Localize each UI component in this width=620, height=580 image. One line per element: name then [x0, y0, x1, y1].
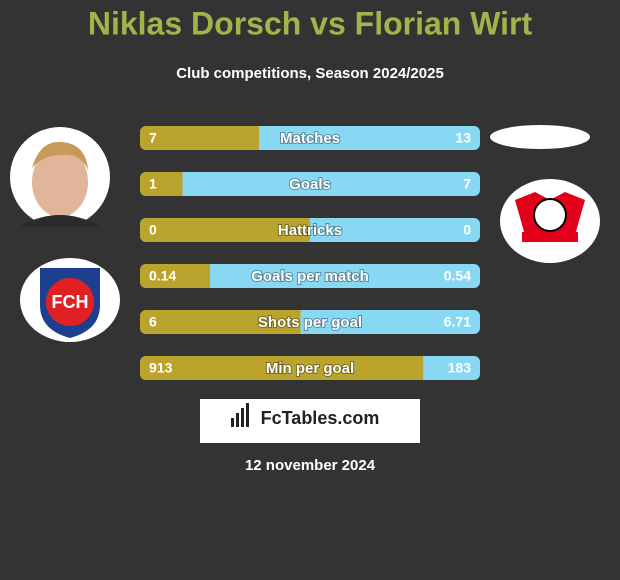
- right-value: 6.71: [444, 314, 471, 330]
- brand: FcTables.com: [261, 408, 380, 428]
- left-value: 913: [149, 360, 173, 376]
- left-value: 0.14: [149, 268, 176, 284]
- date: 12 november 2024: [245, 457, 376, 474]
- right-value: 0.54: [444, 268, 471, 284]
- brand-icon: [231, 403, 249, 427]
- left-value: 0: [149, 222, 157, 238]
- player-photo-left: [10, 127, 110, 227]
- left-value: 7: [149, 130, 157, 146]
- club-logo-right: [500, 179, 600, 263]
- left-value: 1: [149, 176, 157, 192]
- right-value: 183: [448, 360, 472, 376]
- title: Niklas Dorsch vs Florian Wirt: [88, 5, 533, 41]
- stat-label: Min per goal: [266, 360, 354, 377]
- right-value: 13: [455, 130, 471, 146]
- bar-left: [140, 310, 301, 334]
- bar-track: [140, 172, 480, 196]
- stat-rows: 7 Matches 13 1 Goals 7 0 Hattricks 0 0.14 Goals pe…: [140, 126, 480, 380]
- bar-left: [140, 126, 259, 150]
- bar-left: [140, 356, 424, 380]
- club-logo-left: FCH: [20, 258, 120, 342]
- left-value: 6: [149, 314, 157, 330]
- stat-label: Hattricks: [278, 222, 342, 239]
- stat-label: Goals per match: [251, 268, 369, 285]
- stat-label: Goals: [289, 176, 331, 193]
- bar-left: [140, 172, 183, 196]
- right-value: 0: [463, 222, 471, 238]
- bar-left: [140, 218, 310, 242]
- subtitle: Club competitions, Season 2024/2025: [176, 65, 444, 82]
- right-value: 7: [463, 176, 471, 192]
- stat-label: Shots per goal: [258, 314, 362, 331]
- bar-track: [140, 264, 480, 288]
- svg-text:FCH: FCH: [52, 292, 89, 312]
- bar-left: [140, 264, 210, 288]
- stat-label: Matches: [280, 130, 340, 147]
- placeholder-ellipse: [490, 125, 590, 149]
